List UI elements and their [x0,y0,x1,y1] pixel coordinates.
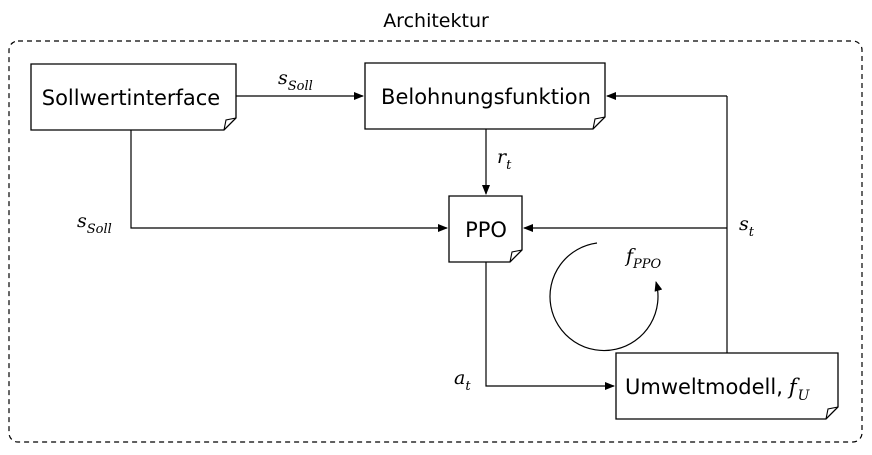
edge-ppo-to-umwelt [485,262,615,390]
ppo-label: PPO [465,218,507,242]
ppo-node: PPO [448,195,523,263]
label-s-soll-top: sSoll [278,67,313,94]
label-r-t: rt [497,146,512,173]
label-s-t: st [739,213,755,240]
belohnungsfunktion-node: Belohnungsfunktion [364,62,606,130]
label-a-t: at [454,367,471,394]
umweltmodell-label: Umweltmodell, fU [625,375,811,404]
label-f-ppo: fPPO [624,245,662,272]
umweltmodell-node: Umweltmodell, fU [615,352,839,420]
sollwertinterface-label: Sollwertinterface [42,86,220,110]
belohnungsfunktion-label: Belohnungsfunktion [381,85,591,109]
sollwertinterface-node: Sollwertinterface [30,63,237,131]
ppo-cycle-arrow [549,242,663,352]
edge-sollwert-to-ppo [130,130,448,232]
frame-title: Architektur [383,10,489,32]
label-s-soll-left: sSoll [77,210,112,237]
architecture-frame [8,40,863,443]
